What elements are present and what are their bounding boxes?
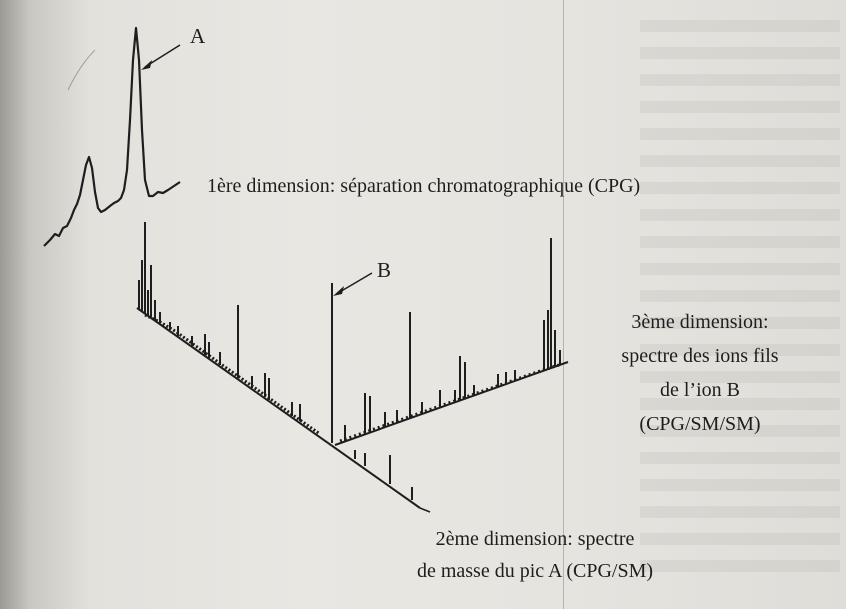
axis-dimension-2 (136, 307, 421, 509)
dimension-3-line-3: de l’ion B (660, 379, 740, 401)
dimension-3-label: 3ème dimension: spectre des ions fils de… (575, 310, 825, 436)
peak-a-label: A (190, 24, 206, 48)
chromatogram-trace (43, 26, 181, 247)
axis-dimension-2-tail (419, 507, 431, 513)
dimension-3-line-2: spectre des ions fils (621, 345, 779, 367)
arrowhead-b (333, 286, 344, 296)
mass-spectrum-peaks (138, 222, 413, 500)
dimension-3-line-1: 3ème dimension: (631, 311, 769, 333)
peak-b-label: B (377, 258, 392, 282)
arrowhead-a (141, 60, 152, 70)
dimension-1-label: 1ère dimension: séparation chromatograph… (207, 175, 641, 197)
dimension-3-line-4: (CPG/SM/SM) (639, 413, 761, 435)
page-crease (563, 0, 564, 609)
product-ion-peaks (344, 238, 561, 441)
background-arc (67, 49, 96, 91)
ms-baseline-noise (144, 313, 321, 436)
dimension-2-line-1: 2ème dimension: spectre (435, 528, 635, 550)
dimension-2-line-2: de masse du pic A (CPG/SM) (416, 560, 654, 582)
dimension-2-label: 2ème dimension: spectre de masse du pic … (355, 527, 715, 583)
msms-baseline-noise (339, 362, 563, 443)
arrow-to-peak-b (337, 272, 373, 294)
bleed-through-text (640, 20, 840, 580)
